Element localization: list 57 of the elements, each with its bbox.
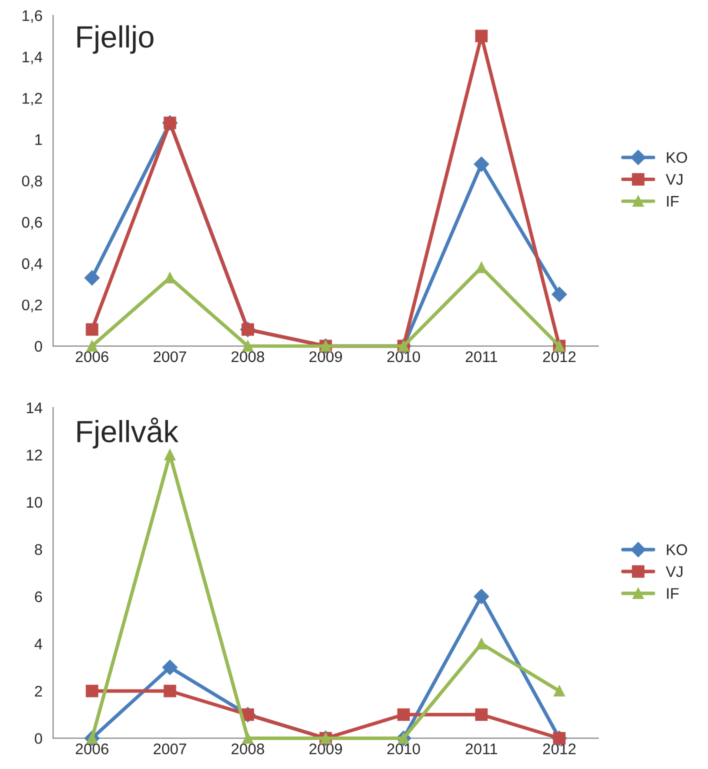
y-tick-label: 0,4	[22, 258, 42, 271]
point	[475, 30, 488, 42]
legend-label: IF	[667, 196, 679, 207]
point	[242, 340, 254, 352]
point	[164, 449, 176, 460]
point	[86, 323, 98, 336]
chart-title: Fjellvåk	[77, 417, 179, 448]
point	[242, 732, 254, 744]
point	[86, 684, 98, 698]
point	[552, 286, 567, 302]
y-tick-label: 0,6	[22, 216, 42, 230]
legend-label: KO	[666, 544, 688, 556]
legend-label: IF	[667, 588, 679, 599]
x-tick-label: 2006	[76, 744, 108, 754]
x-tick-label: 2006	[76, 351, 108, 362]
point	[86, 340, 98, 352]
legend-label: VJ	[666, 174, 682, 185]
x-tick-label: 2012	[543, 744, 576, 754]
legend-label: KO	[666, 152, 688, 163]
x-tick-label: 2011	[466, 744, 498, 754]
y-tick-label: 0	[34, 340, 42, 352]
point	[164, 684, 176, 698]
point	[474, 156, 490, 172]
chart-title: Fjelljo	[77, 25, 154, 54]
x-tick-label: 2008	[232, 744, 264, 754]
x-tick-label: 2007	[154, 351, 186, 362]
point	[162, 660, 178, 675]
legend-label: VJ	[666, 566, 682, 578]
x-tick-label: 2010	[387, 351, 420, 362]
y-tick-label: 1,6	[22, 10, 42, 23]
point	[476, 262, 487, 274]
y-tick-label: 14	[26, 402, 42, 414]
point	[554, 685, 565, 697]
y-tick-label: 10	[26, 496, 42, 508]
y-tick-label: 1,2	[22, 92, 42, 106]
y-tick-label: 12	[26, 450, 42, 460]
y-tick-label: 4	[34, 638, 42, 650]
point	[397, 708, 410, 721]
y-tick-label: 6	[34, 591, 42, 602]
x-tick-label: 2010	[387, 744, 420, 754]
x-tick-label: 2012	[543, 351, 576, 362]
x-tick-label: 2009	[309, 744, 342, 754]
y-tick-label: 0,8	[22, 176, 42, 188]
y-tick-label: 2	[34, 686, 42, 697]
point	[476, 638, 487, 650]
x-tick-label: 2008	[232, 351, 264, 362]
point	[475, 708, 488, 721]
y-tick-label: 0,2	[22, 300, 42, 312]
y-tick-label: 1	[35, 134, 42, 145]
y-tick-label: 1,4	[22, 52, 42, 64]
x-tick-label: 2007	[154, 744, 186, 754]
x-tick-label: 2009	[309, 351, 342, 362]
point	[84, 270, 100, 286]
y-tick-label: 0	[34, 733, 42, 744]
point	[474, 588, 490, 604]
x-tick-label: 2011	[466, 351, 498, 362]
y-tick-label: 8	[34, 544, 42, 555]
